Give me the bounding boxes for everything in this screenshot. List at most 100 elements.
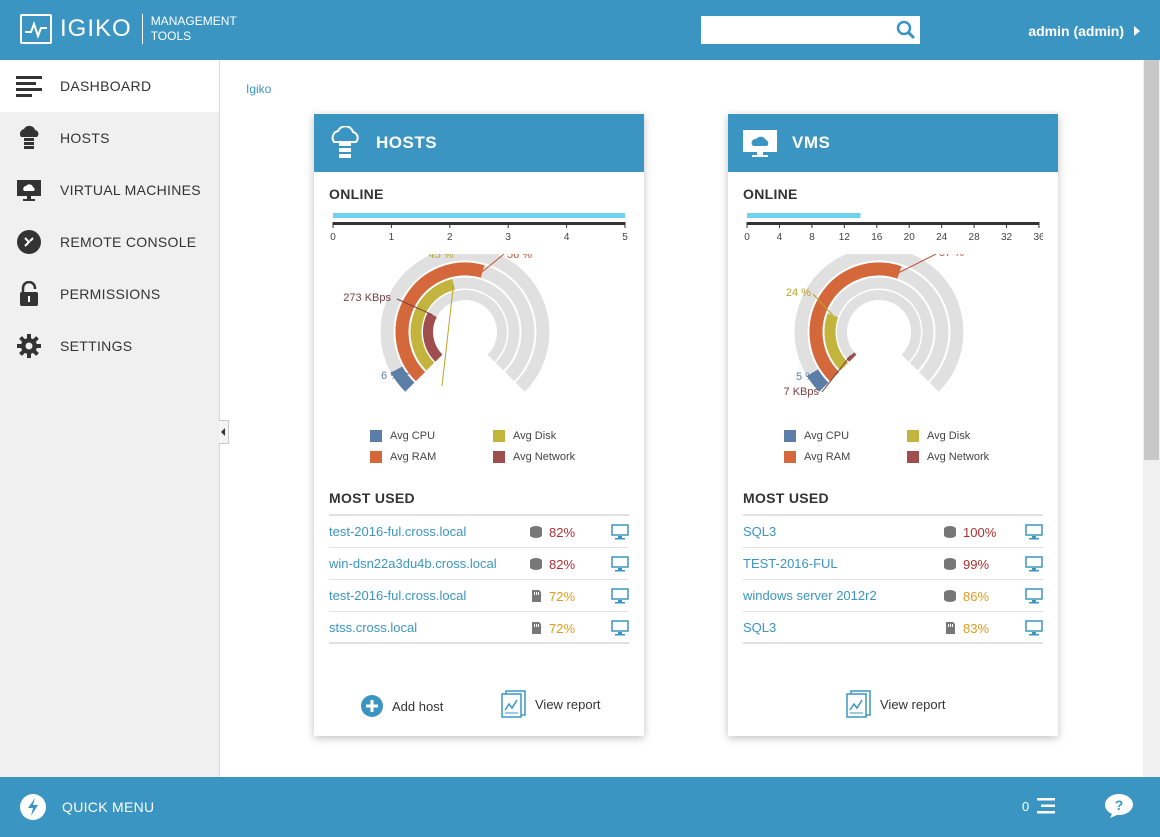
sidebar-item-label: SETTINGS [60, 338, 133, 354]
disk-icon [944, 590, 956, 602]
monitor-icon[interactable] [1025, 588, 1043, 604]
legend-item-ram: Avg RAM [370, 451, 436, 463]
view-report-button[interactable]: View report [501, 690, 601, 718]
sidebar-item-label: REMOTE CONSOLE [60, 234, 197, 250]
list-item: SQL3 100% [743, 516, 1043, 548]
list-item: TEST-2016-FUL 99% [743, 548, 1043, 580]
help-icon[interactable]: ? [1104, 793, 1134, 819]
list-item: stss.cross.local 72% [329, 612, 629, 644]
sidebar: DASHBOARD HOSTS VIRTUAL MACHINES REMOTE … [0, 60, 220, 777]
sidebar-item-label: DASHBOARD [60, 78, 152, 94]
usage-value: 99% [963, 557, 990, 572]
card-header: VMS [728, 114, 1058, 172]
online-axis [333, 222, 625, 225]
memory-card-icon [532, 622, 541, 634]
online-label: ONLINE [743, 186, 798, 202]
vm-link[interactable]: TEST-2016-FUL [743, 556, 838, 571]
logo-text: IGIKO [60, 15, 132, 42]
menu-icon [16, 73, 42, 99]
net-arc [846, 352, 857, 362]
host-link[interactable]: win-dsn22a3du4b.cross.local [329, 556, 497, 571]
monitor-icon[interactable] [1025, 620, 1043, 636]
vm-link[interactable]: windows server 2012r2 [743, 588, 877, 603]
logo-icon [20, 14, 52, 44]
app-logo[interactable]: IGIKO MANAGEMENT TOOLS [20, 14, 237, 44]
add-host-button[interactable]: Add host [360, 694, 443, 718]
vm-link[interactable]: SQL3 [743, 619, 777, 635]
sidebar-item-remote-console[interactable]: REMOTE CONSOLE [0, 216, 219, 268]
net-leader-line [821, 355, 851, 393]
sidebar-item-hosts[interactable]: HOSTS [0, 112, 219, 164]
monitor-icon[interactable] [611, 556, 629, 572]
legend-item-disk: Avg Disk [493, 430, 556, 442]
sidebar-collapse-toggle[interactable] [219, 420, 229, 444]
net-leader-line [396, 298, 433, 316]
ram-leader-line [899, 254, 937, 273]
host-link[interactable]: stss.cross.local [329, 619, 418, 635]
online-tick-label: 0 [330, 232, 336, 243]
legend-item-network: Avg Network [493, 451, 575, 463]
net-value-label: 273 KBps [343, 292, 391, 304]
online-tick-label: 4 [564, 232, 570, 243]
net-arc [423, 312, 443, 362]
list-item: test-2016-ful.cross.local 82% [329, 516, 629, 548]
host-link[interactable]: test-2016-ful.cross.local [329, 588, 467, 603]
report-icon [501, 690, 526, 718]
search-input[interactable] [701, 16, 891, 44]
online-tick-label: 36 [1033, 232, 1043, 243]
usage-value: 82% [549, 525, 576, 540]
online-tick-label: 28 [969, 232, 981, 243]
disk-value-label: 24 % [786, 287, 811, 299]
ram-value-label: 57 % [939, 254, 964, 259]
online-tick-label: 24 [936, 232, 948, 243]
memory-card-icon [946, 622, 955, 634]
online-bar: 0 1 2 3 4 5 [330, 213, 628, 243]
sidebar-item-dashboard[interactable]: DASHBOARD [0, 60, 219, 112]
vm-link[interactable]: SQL3 [743, 524, 777, 539]
monitor-icon[interactable] [1025, 524, 1043, 540]
usage-value: 100% [963, 525, 997, 540]
host-link[interactable]: test-2016-ful.cross.local [329, 524, 467, 539]
most-used-label: MOST USED [329, 490, 415, 506]
ram-arc [395, 262, 485, 382]
monitor-cloud-icon [16, 177, 42, 203]
cpu-leader-line [396, 369, 410, 375]
report-icon [846, 690, 871, 718]
card-header: HOSTS [314, 114, 644, 172]
logo-subtitle: MANAGEMENT TOOLS [150, 14, 237, 43]
monitor-icon[interactable] [611, 588, 629, 604]
monitor-icon[interactable] [611, 524, 629, 540]
online-tick-label: 12 [839, 232, 851, 243]
top-bar: IGIKO MANAGEMENT TOOLS admin (admin) [0, 0, 1160, 60]
usage-value: 86% [963, 589, 990, 604]
disk-arc [410, 279, 456, 371]
monitor-icon[interactable] [1025, 556, 1043, 572]
disk-arc [824, 313, 849, 371]
legend-item-ram: Avg RAM [784, 451, 850, 463]
view-report-button[interactable]: View report [846, 690, 946, 718]
breadcrumb[interactable]: Igiko [246, 82, 272, 96]
search-icon[interactable] [896, 20, 916, 40]
list-icon [1037, 798, 1056, 814]
online-bar-fill [333, 213, 625, 218]
user-menu[interactable]: admin (admin) [1028, 23, 1140, 39]
list-item: windows server 2012r2 86% [743, 580, 1043, 612]
monitor-icon[interactable] [611, 620, 629, 636]
sidebar-item-permissions[interactable]: PERMISSIONS [0, 268, 219, 320]
disk-value-label: 45 % [428, 254, 453, 261]
sidebar-item-virtual-machines[interactable]: VIRTUAL MACHINES [0, 164, 219, 216]
task-counter[interactable]: 0 [1022, 797, 1057, 815]
scrollbar-thumb[interactable] [1144, 60, 1159, 460]
memory-card-icon [532, 590, 541, 602]
online-tick-label: 8 [809, 232, 815, 243]
legend-item-network: Avg Network [907, 451, 989, 463]
online-tick-label: 3 [505, 232, 511, 243]
usage-gauge: 57 % 24 % 5 % 7 KBps [784, 254, 964, 398]
monitor-cloud-icon [743, 130, 777, 157]
online-bar: 0 4 8 12 16 20 24 28 32 36 [744, 213, 1043, 243]
server-cloud-icon [16, 125, 42, 151]
quick-menu-button[interactable]: QUICK MENU [20, 794, 154, 820]
sidebar-item-settings[interactable]: SETTINGS [0, 320, 219, 372]
disk-leader-line [441, 284, 455, 387]
